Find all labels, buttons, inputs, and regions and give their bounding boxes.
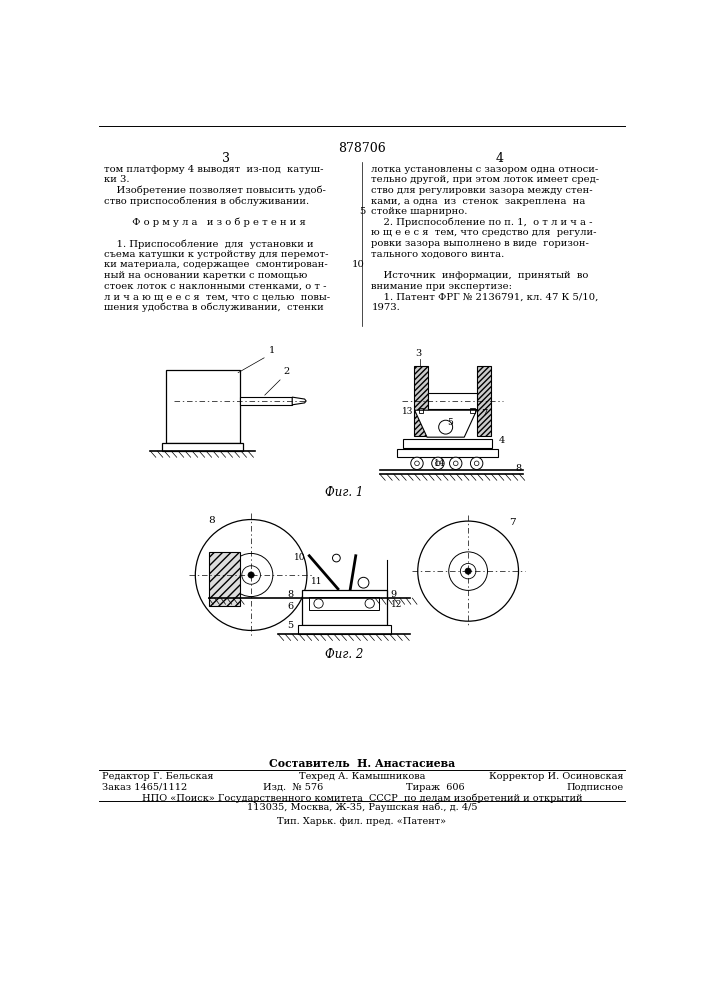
Text: 13: 13 <box>402 407 414 416</box>
Circle shape <box>358 577 369 588</box>
Bar <box>162 443 243 451</box>
Text: Подписное: Подписное <box>566 783 623 792</box>
Bar <box>397 449 498 457</box>
Circle shape <box>411 457 423 470</box>
Text: НПО «Поиск» Государственного комитета  СССР  по делам изобретений и открытий: НПО «Поиск» Государственного комитета СС… <box>141 794 582 803</box>
Circle shape <box>418 521 518 621</box>
Circle shape <box>432 457 444 470</box>
Circle shape <box>465 568 472 574</box>
Circle shape <box>332 554 340 562</box>
Text: ю щ е е с я  тем, что средство для  регули-: ю щ е е с я тем, что средство для регули… <box>371 228 597 237</box>
Text: съема катушки к устройству для перемот-: съема катушки к устройству для перемот- <box>104 250 328 259</box>
Text: ство для регулировки зазора между стен-: ство для регулировки зазора между стен- <box>371 186 593 195</box>
Text: 1973.: 1973. <box>371 303 400 312</box>
Text: 878706: 878706 <box>338 142 386 155</box>
Text: шения удобства в обслуживании,  стенки: шения удобства в обслуживании, стенки <box>104 303 324 312</box>
Circle shape <box>242 566 260 584</box>
Circle shape <box>450 457 462 470</box>
Text: 6: 6 <box>288 602 293 611</box>
Text: Фиг. 1: Фиг. 1 <box>325 486 363 499</box>
Text: 10: 10 <box>293 553 305 562</box>
Text: Тираж  606: Тираж 606 <box>406 783 464 792</box>
Text: ками, а одна  из  стенок  закреплена  на: ками, а одна из стенок закреплена на <box>371 197 585 206</box>
Circle shape <box>460 563 476 579</box>
Text: Составитель  Н. Анастасиева: Составитель Н. Анастасиева <box>269 758 455 769</box>
Text: 8: 8 <box>515 464 522 473</box>
Polygon shape <box>292 397 306 405</box>
Text: 4: 4 <box>498 436 505 445</box>
Text: тельно другой, при этом лоток имеет сред-: тельно другой, при этом лоток имеет сред… <box>371 175 600 184</box>
Text: 10: 10 <box>352 260 365 269</box>
Bar <box>166 370 240 443</box>
Text: 8: 8 <box>288 590 293 599</box>
Text: стойке шарнирно.: стойке шарнирно. <box>371 207 467 216</box>
Text: ный на основании каретки с помощью: ный на основании каретки с помощью <box>104 271 308 280</box>
Bar <box>298 625 391 634</box>
Circle shape <box>230 553 273 597</box>
Text: 5: 5 <box>448 418 453 427</box>
Text: тального ходового винта.: тального ходового винта. <box>371 250 505 259</box>
Circle shape <box>195 520 307 630</box>
Circle shape <box>449 552 488 590</box>
Bar <box>419 408 423 413</box>
Text: 5: 5 <box>359 207 366 216</box>
Text: 3: 3 <box>416 349 421 358</box>
Text: 11: 11 <box>311 577 322 586</box>
Text: Источник  информации,  принятый  во: Источник информации, принятый во <box>371 271 589 280</box>
Text: 9: 9 <box>391 590 397 599</box>
Text: том платформу 4 выводят  из-под  катуш-: том платформу 4 выводят из-под катуш- <box>104 165 323 174</box>
Polygon shape <box>414 410 477 437</box>
Text: л и ч а ю щ е е с я  тем, что с целью  повы-: л и ч а ю щ е е с я тем, что с целью пов… <box>104 292 330 301</box>
Text: Изд.  № 576: Изд. № 576 <box>263 783 323 792</box>
Text: 2. Приспособление по п. 1,  о т л и ч а -: 2. Приспособление по п. 1, о т л и ч а - <box>371 218 592 227</box>
Text: Редактор Г. Бельская: Редактор Г. Бельская <box>103 772 214 781</box>
Text: ство приспособления в обслуживании.: ство приспособления в обслуживании. <box>104 197 309 206</box>
Bar <box>470 408 475 413</box>
Text: стоек лоток с наклонными стенками, о т -: стоек лоток с наклонными стенками, о т - <box>104 282 327 291</box>
Text: 5: 5 <box>288 621 293 630</box>
Bar <box>403 439 492 448</box>
Text: лотка установлены с зазором одна относи-: лотка установлены с зазором одна относи- <box>371 165 599 174</box>
Text: 7: 7 <box>509 518 516 527</box>
Text: 7: 7 <box>481 409 488 418</box>
Text: 4: 4 <box>495 152 503 165</box>
Bar <box>414 366 428 436</box>
Bar <box>477 366 491 436</box>
Text: Фиг. 2: Фиг. 2 <box>325 648 363 661</box>
Circle shape <box>248 572 255 578</box>
Bar <box>209 552 240 606</box>
Bar <box>428 393 477 409</box>
Text: ки материала, содержащее  смонтирован-: ки материала, содержащее смонтирован- <box>104 260 327 269</box>
Text: внимание при экспертизе:: внимание при экспертизе: <box>371 282 513 291</box>
Text: Тип. Харьк. фил. пред. «Патент»: Тип. Харьк. фил. пред. «Патент» <box>277 817 446 826</box>
Text: 1: 1 <box>269 346 275 355</box>
Text: 3: 3 <box>221 152 230 165</box>
Text: ровки зазора выполнено в виде  горизон-: ровки зазора выполнено в виде горизон- <box>371 239 589 248</box>
Text: 1. Приспособление  для  установки и: 1. Приспособление для установки и <box>104 239 313 249</box>
Text: 14: 14 <box>434 459 445 468</box>
Text: ки 3.: ки 3. <box>104 175 129 184</box>
Bar <box>301 590 387 625</box>
Text: Ф о р м у л а   и з о б р е т е н и я: Ф о р м у л а и з о б р е т е н и я <box>104 218 305 227</box>
Bar <box>240 397 292 405</box>
Text: 12: 12 <box>391 600 402 609</box>
Text: Заказ 1465/1112: Заказ 1465/1112 <box>103 783 187 792</box>
Text: 113035, Москва, Ж-35, Раушская наб., д. 4/5: 113035, Москва, Ж-35, Раушская наб., д. … <box>247 803 477 812</box>
Text: 1. Патент ФРГ № 2136791, кл. 47 К 5/10,: 1. Патент ФРГ № 2136791, кл. 47 К 5/10, <box>371 292 599 301</box>
Text: Корректор И. Осиновская: Корректор И. Осиновская <box>489 772 623 781</box>
Bar <box>309 597 379 610</box>
Circle shape <box>470 457 483 470</box>
Text: Техред А. Камышникова: Техред А. Камышникова <box>299 772 425 781</box>
Text: Изобретение позволяет повысить удоб-: Изобретение позволяет повысить удоб- <box>104 186 326 195</box>
Text: 8: 8 <box>209 516 215 525</box>
Text: 2: 2 <box>283 367 289 376</box>
